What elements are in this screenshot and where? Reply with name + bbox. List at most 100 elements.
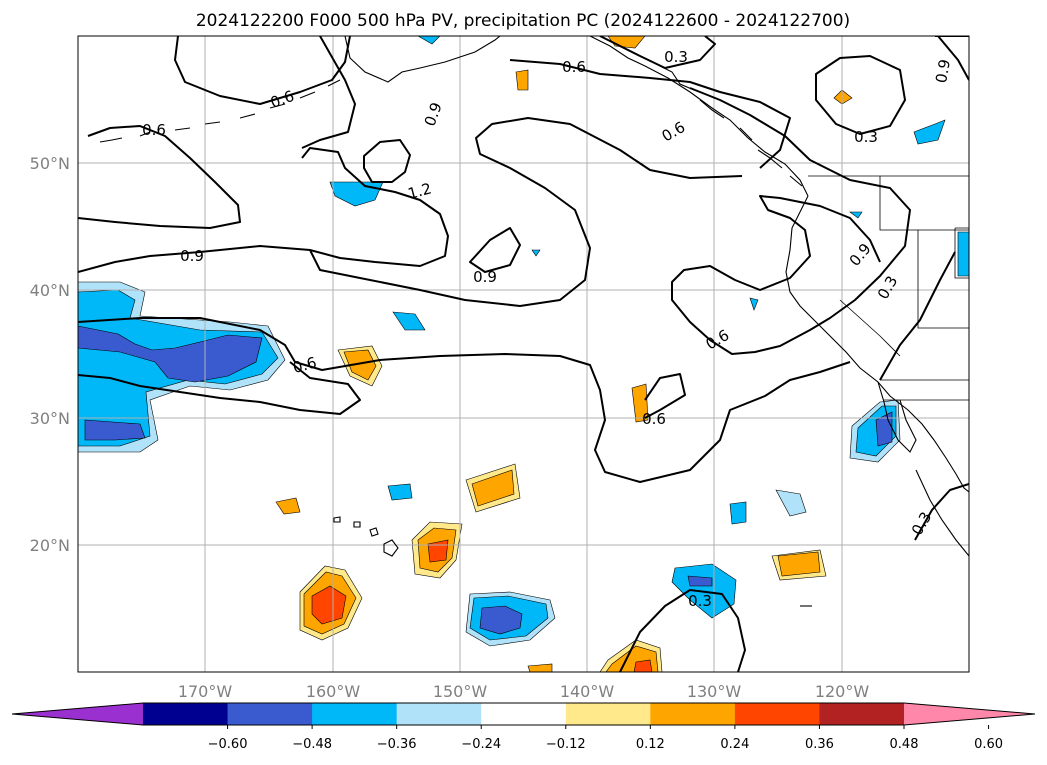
lat-tick-label: 30°N (30, 409, 70, 428)
pv-contour-east-03 (879, 251, 956, 381)
shade-neg-small-2 (729, 501, 747, 525)
pv-contour-12 (363, 139, 411, 183)
colorbar-ticks: −0.60 −0.48 −0.36 −0.24 −0.12 0.12 0.24 0.36 0.4… (208, 725, 1003, 752)
shade-neg-small-1 (392, 311, 426, 331)
shade-neg-south-1-core (479, 605, 523, 635)
pv-contour-east-big (671, 87, 911, 355)
colorbar-tick-label: 0.12 (636, 737, 665, 752)
map-frame (77, 35, 970, 673)
contour-label: 0.6 (142, 121, 166, 139)
shade-pos-1-core (343, 349, 377, 381)
coastlines (99, 36, 969, 607)
precip-positive-shading (275, 36, 853, 672)
colorbar-extend-min (12, 703, 143, 725)
shade-pos-10 (833, 89, 853, 105)
pv-contour-north-09 (301, 36, 356, 149)
colorbar-segment (312, 703, 398, 725)
us-west-coast (785, 195, 969, 493)
pv-contour-06-long (78, 317, 851, 483)
political-borders (808, 175, 969, 401)
pv-contour-06-small (644, 373, 686, 419)
pv-contour-south-03 (619, 589, 746, 672)
shade-pos-7 (631, 383, 649, 423)
colorbar-tick-label: 0.60 (974, 737, 1003, 752)
lon-tick-label: 140°W (560, 682, 615, 701)
pv-contour-top-right (599, 36, 716, 69)
contour-label: 0.9 (473, 268, 497, 286)
shade-neg-west-core (78, 325, 263, 383)
contour-label: 0.3 (854, 128, 878, 146)
shade-pos-8 (275, 497, 301, 515)
latitude-labels: 50°N 40°N 30°N 20°N (30, 154, 70, 555)
contour-label: 0.3 (688, 592, 712, 610)
lat-tick-label: 40°N (30, 281, 70, 300)
contour-label: 0.6 (562, 58, 586, 76)
colorbar-segment (819, 703, 905, 725)
colorbar-segment (734, 703, 820, 725)
colorbar: −0.60 −0.48 −0.36 −0.24 −0.12 0.12 0.24 0.36 0.4… (11, 702, 1036, 752)
contour-label: 0.6 (291, 353, 319, 377)
colorbar-segment (227, 703, 313, 725)
colorbar-tick-label: 0.24 (720, 737, 749, 752)
shade-pos-2-core (471, 469, 515, 507)
shade-neg-tiny-2 (749, 297, 759, 311)
shade-pos-5-core (777, 551, 821, 577)
mexico-coast (915, 469, 969, 557)
lon-tick-label: 150°W (433, 682, 488, 701)
shade-neg-tiny-1 (849, 211, 863, 219)
aleutians (99, 79, 341, 143)
shade-pos-4-core (311, 585, 347, 625)
colorbar-tick-label: 0.36 (805, 737, 834, 752)
pv-contour-09-center (309, 117, 743, 307)
colorbar-segment (650, 703, 736, 725)
shade-pos-11 (527, 663, 553, 672)
map-area: 0.6 0.6 0.6 0.9 1.2 0.9 0.9 0.6 0.3 0.9 … (78, 36, 969, 672)
lat-tick-label: 20°N (30, 536, 70, 555)
pv-contour-east-06 (509, 59, 791, 169)
pv-contour-west-06 (78, 125, 241, 229)
shade-neg-south-2-core (687, 575, 713, 587)
alaska-panhandle (589, 36, 809, 197)
baja-peninsula (877, 381, 917, 453)
contour-label: 0.6 (642, 410, 666, 428)
pv-contour-09-west (78, 147, 449, 273)
north-america-coast (344, 36, 501, 83)
colorbar-segment (565, 703, 651, 725)
hawaii-main (383, 539, 399, 557)
contour-label: 0.9 (932, 58, 954, 85)
shade-neg-small-5 (913, 119, 946, 145)
pv-contours (78, 36, 969, 672)
hawaii-kauai (333, 516, 341, 523)
shade-neg-small-3 (775, 489, 807, 517)
colorbar-tick-label: −0.36 (377, 737, 417, 752)
shade-pos-9 (515, 69, 529, 91)
contour-label: 0.3 (664, 48, 688, 66)
bc-coast-islands (659, 65, 803, 187)
colorbar-tick-label: −0.48 (292, 737, 332, 752)
chart-title: 2024122200 F000 500 hPa PV, precipitatio… (196, 11, 850, 31)
colorbar-segments (11, 702, 1036, 726)
lon-tick-label: 170°W (178, 682, 233, 701)
lon-tick-label: 120°W (815, 682, 870, 701)
shade-neg-west-south (84, 419, 146, 441)
shade-pos-3-core (427, 539, 449, 563)
pv-contour-ne-03 (815, 55, 906, 135)
shade-neg-tiny-3 (531, 249, 541, 257)
colorbar-tick-label: 0.48 (890, 737, 919, 752)
gridlines (78, 36, 969, 672)
box-outline (954, 227, 969, 279)
contour-label: 0.9 (180, 247, 204, 265)
lon-tick-label: 130°W (687, 682, 742, 701)
shade-neg-top (417, 36, 441, 45)
shade-neg-coast (957, 231, 969, 277)
colorbar-segment (481, 703, 567, 725)
lat-tick-label: 50°N (30, 154, 70, 173)
colorbar-tick-label: −0.12 (546, 737, 586, 752)
pv-contour-se-03 (914, 483, 969, 541)
lon-tick-label: 160°W (306, 682, 361, 701)
shade-neg-small-4 (387, 483, 413, 501)
colorbar-tick-label: −0.60 (208, 737, 248, 752)
pv-contour-north-06 (174, 36, 351, 105)
pv-contour-ne-09 (937, 36, 969, 81)
